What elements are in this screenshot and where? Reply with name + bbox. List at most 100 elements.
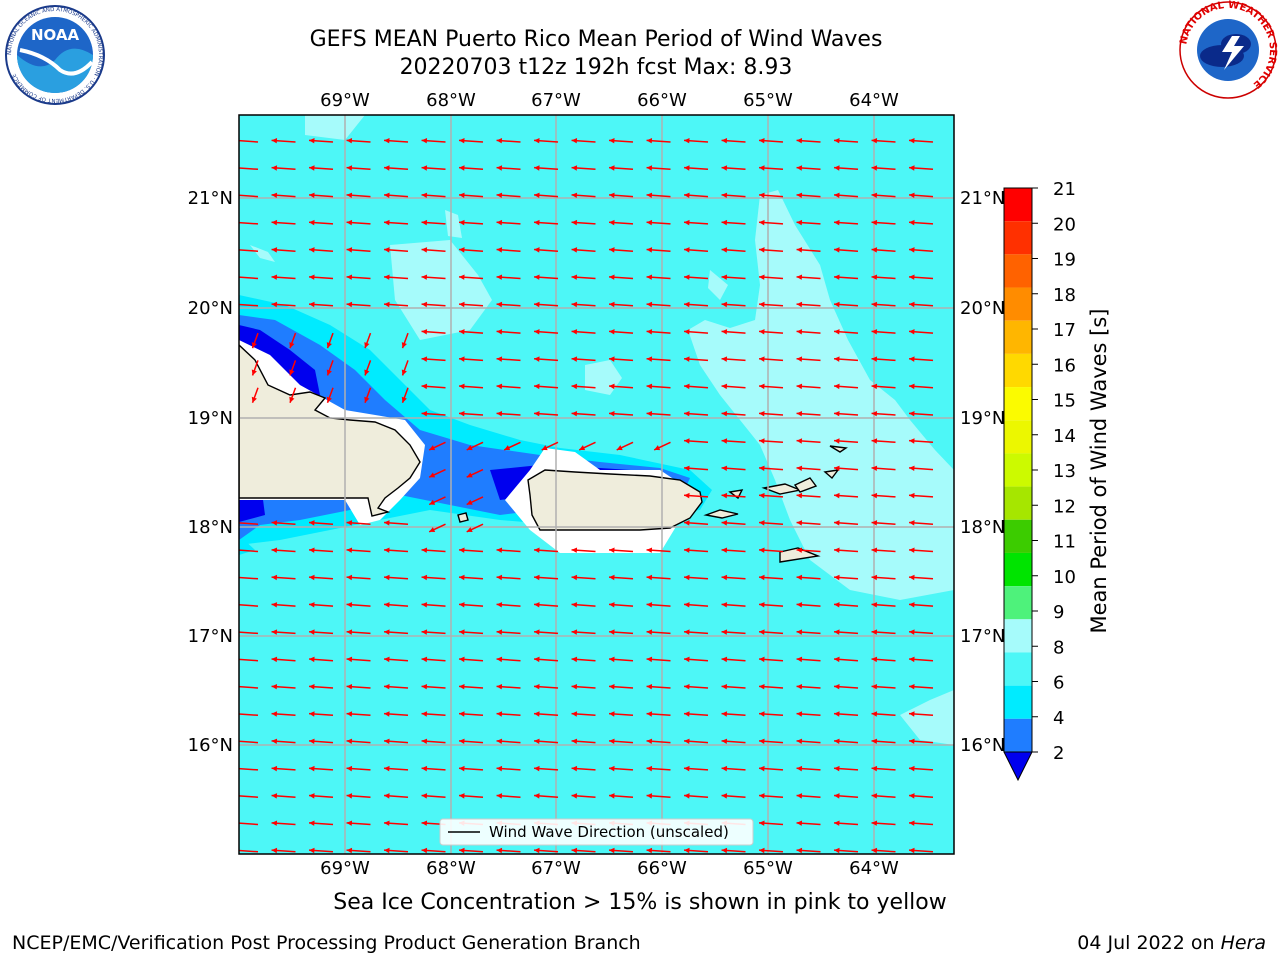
wind-arrow-head [289, 342, 295, 349]
colorbar-tick-label: 2 [1053, 743, 1064, 764]
wind-arrow-head [721, 410, 728, 417]
wind-arrow-head [309, 137, 315, 144]
wind-arrow-head [271, 820, 278, 826]
wind-arrow-head [384, 820, 390, 826]
wind-arrow-head [796, 274, 803, 280]
wind-arrow-head [759, 574, 765, 581]
wind-arrow-head [684, 329, 690, 335]
wind-arrow-head [346, 247, 353, 253]
wind-arrow-head [496, 765, 503, 772]
wind-arrow-head [909, 574, 915, 581]
colorbar-segment [1004, 453, 1032, 487]
wind-arrow-head [796, 465, 803, 472]
wind-arrow-head [871, 465, 878, 472]
wind-arrow-head [251, 342, 257, 349]
wind-arrow-head [646, 219, 653, 226]
wind-arrow-head [796, 820, 803, 826]
wind-arrow-head [571, 329, 578, 335]
wind-arrow-head [384, 765, 390, 772]
wind-arrow-head [909, 192, 915, 199]
wind-arrow-head [759, 847, 765, 854]
wind-arrow-head [609, 656, 615, 663]
wind-arrow-head [534, 274, 540, 280]
wind-arrow-head [646, 274, 653, 280]
colorbar-tick-label: 18 [1053, 285, 1076, 306]
wind-arrow-head [309, 793, 315, 799]
wind-arrow-head [834, 329, 840, 335]
wind-arrow-head [346, 192, 353, 199]
colorbar-tick-label: 21 [1053, 179, 1076, 200]
wind-arrow-head [796, 765, 803, 772]
wind-arrow-head [834, 793, 840, 799]
wind-arrow-head [384, 274, 390, 280]
wind-arrow-head [401, 342, 407, 349]
wind-arrow-head [571, 410, 578, 417]
wind-arrow-head [309, 847, 315, 854]
wind-arrow-head [909, 683, 915, 690]
lon-label-top: 66°W [637, 90, 687, 111]
wind-arrow-head [421, 656, 428, 663]
wind-arrow-head [834, 383, 840, 390]
wind-arrow-head [384, 137, 390, 144]
wind-arrow-head [796, 247, 803, 253]
wind-arrow-head [271, 192, 278, 199]
colorbar-tick-label: 10 [1053, 567, 1076, 588]
wind-arrow-head [346, 820, 353, 826]
wind-arrow-head [684, 656, 690, 663]
wind-arrow-head [421, 793, 428, 799]
wind-arrow-head [459, 410, 465, 417]
wind-arrow-head [909, 465, 915, 472]
wind-arrow-head [796, 574, 803, 581]
graticule [239, 115, 954, 854]
lat-label-right: 18°N [960, 517, 1005, 538]
wind-arrow-head [759, 247, 765, 253]
wind-arrow [239, 522, 259, 525]
wind-arrow-head [646, 683, 653, 690]
lat-label-right: 20°N [960, 298, 1005, 319]
hispaniola [239, 344, 421, 517]
colorbar-segment [1004, 221, 1032, 255]
wind-arrow [239, 303, 259, 307]
wind-arrow-head [796, 301, 803, 308]
wind-arrow-head [909, 219, 915, 226]
wind-arrow-head [384, 165, 390, 171]
wind-arrow-head [346, 629, 353, 635]
wind-arrow-head [496, 793, 503, 799]
wind-arrow-head [534, 738, 540, 745]
wind-arrow-head [421, 137, 428, 144]
wind-arrow-head [309, 274, 315, 280]
wind-arrow-head [646, 738, 653, 745]
wind-arrow-head [571, 192, 578, 199]
wind-arrow-head [459, 356, 465, 362]
wind-arrow-head [646, 301, 653, 308]
wind-arrow-head [684, 738, 690, 745]
wind-arrow-head [496, 274, 503, 280]
colorbar-tick-label: 11 [1053, 532, 1076, 553]
wind-arrow-head [609, 301, 615, 308]
wind-arrow-head [421, 547, 428, 553]
wind-arrow-head [646, 547, 653, 553]
wind-arrow-head [496, 329, 503, 335]
wind-arrow-head [796, 383, 803, 390]
wind-arrow-head [364, 342, 370, 349]
wind-arrow-head [796, 656, 803, 663]
wind-arrow-head [684, 165, 690, 171]
wind-arrow-head [871, 192, 878, 199]
map-area [239, 115, 954, 854]
wind-arrow-head [309, 574, 315, 581]
wind-arrow-head [834, 137, 840, 144]
wind-arrow-head [909, 711, 915, 717]
wind-arrow-head [534, 793, 540, 799]
wind-arrow-head [271, 683, 278, 690]
wind-arrow-head [834, 301, 840, 308]
wind-arrow-head [759, 629, 765, 635]
wind-arrow-head [909, 765, 915, 772]
wind-arrow-head [534, 683, 540, 690]
wind-arrow-head [346, 656, 353, 663]
wind-arrow-head [289, 396, 295, 403]
wind-arrow-head [571, 137, 578, 144]
wind-arrow-head [759, 520, 765, 526]
wind-arrow-head [609, 137, 615, 144]
map-legend: Wind Wave Direction (unscaled) [439, 818, 754, 846]
wind-arrow-head [271, 165, 278, 171]
